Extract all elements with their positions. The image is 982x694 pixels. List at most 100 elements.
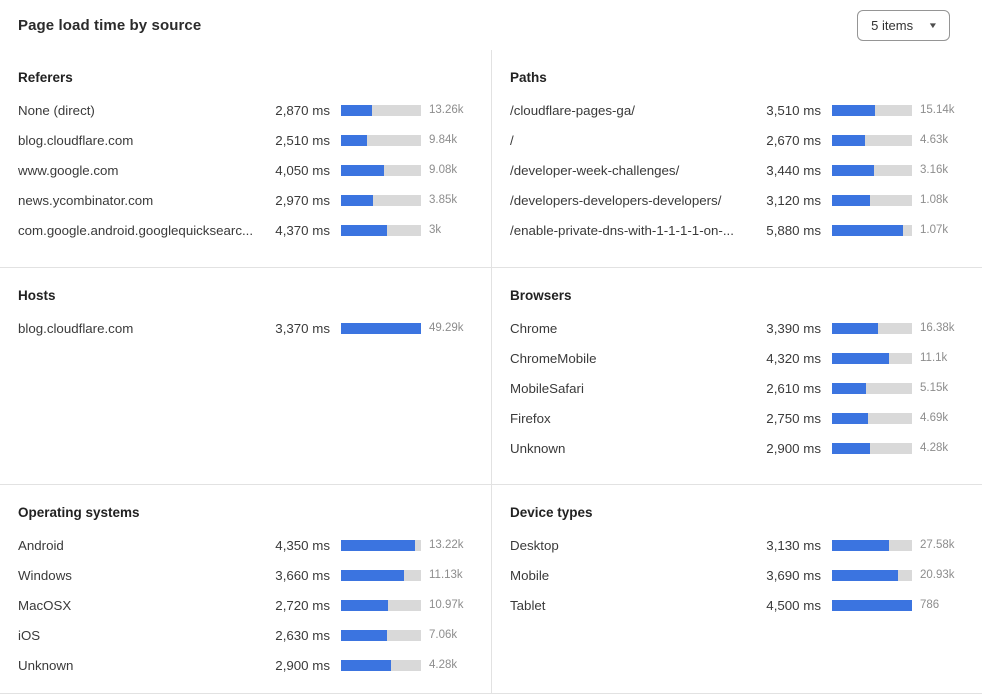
row-label: /enable-private-dns-with-1-1-1-1-on-... (510, 222, 734, 238)
chevron-down-icon: ▼ (927, 20, 939, 30)
row-request-count: 49.29k (429, 322, 464, 334)
metric-row[interactable]: /cloudflare-pages-ga/3,510 ms 15.14k (510, 95, 964, 125)
items-count-selector[interactable]: 5 items ▼ (857, 9, 950, 41)
metric-row[interactable]: Tablet 4,500 ms 786 (510, 590, 964, 620)
row-bar-fill (832, 442, 871, 454)
row-label: Mobile (510, 567, 550, 583)
row-request-count: 10.97k (429, 599, 464, 611)
row-bar-fill (832, 599, 912, 611)
row-load-time: 3,370 ms (275, 320, 330, 336)
row-bar-fill (832, 569, 899, 581)
row-load-time: 3,660 ms (275, 567, 330, 583)
row-load-time: 4,350 ms (275, 537, 330, 553)
row-load-time: 2,610 ms (766, 380, 821, 396)
metric-row[interactable]: /developers-developers-developers/3,120 … (510, 185, 964, 215)
row-load-time: 5,880 ms (766, 222, 821, 238)
row-bar-fill (341, 539, 416, 551)
row-label: com.google.android.googlequicksearc... (18, 222, 254, 238)
metric-row[interactable]: Unknown 2,900 ms 4.28k (18, 650, 473, 680)
row-bar-fill (832, 412, 868, 424)
metric-row[interactable]: iOS 2,630 ms 7.06k (18, 620, 473, 650)
row-bar (832, 382, 912, 394)
row-label: Android (18, 537, 64, 553)
metric-row[interactable]: None (direct) 2,870 ms 13.26k (18, 95, 473, 125)
row-request-count: 13.26k (429, 104, 464, 116)
metric-row[interactable]: /enable-private-dns-with-1-1-1-1-on-... 5… (510, 215, 964, 245)
metric-row[interactable]: Firefox 2,750 ms 4.69k (510, 403, 964, 433)
row-load-time: 4,370 ms (275, 222, 330, 238)
row-bar (832, 164, 912, 176)
panel-paths: Paths/cloudflare-pages-ga/3,510 ms 15.14k… (491, 50, 982, 267)
row-load-time: 2,720 ms (275, 597, 330, 613)
row-request-count: 9.84k (429, 134, 458, 146)
metric-row[interactable]: Chrome 3,390 ms 16.38k (510, 313, 964, 343)
row-bar-fill (341, 322, 421, 334)
row-request-count: 4.69k (920, 412, 949, 424)
row-bar-fill (832, 164, 875, 176)
row-label: MobileSafari (510, 380, 584, 396)
row-load-time: 2,970 ms (275, 192, 330, 208)
row-label: /developers-developers-developers/ (510, 192, 722, 208)
row-label: /developer-week-challenges/ (510, 162, 680, 178)
row-request-count: 20.93k (920, 569, 955, 581)
panel-browsers: Browsers Chrome 3,390 ms 16.38k ChromeMobile… (491, 267, 982, 484)
row-bar (832, 539, 912, 551)
panel-title-browsers: Browsers (510, 288, 572, 303)
row-request-count: 3.85k (429, 194, 458, 206)
metric-row[interactable]: ChromeMobile 4,320 ms 11.1k (510, 343, 964, 373)
panel-title-operating-systems: Operating systems (18, 505, 140, 520)
row-bar (832, 412, 912, 424)
panel-operating-systems: Operating systems Android 4,350 ms 13.22k Wi… (0, 484, 491, 693)
metric-row[interactable]: / 2,670 ms 4.63k (510, 125, 964, 155)
row-load-time: 3,390 ms (766, 320, 821, 336)
metric-row[interactable]: Windows 3,660 ms 11.13k (18, 560, 473, 590)
row-label: Chrome (510, 320, 558, 336)
row-label: Tablet (510, 597, 546, 613)
row-bar-fill (341, 569, 405, 581)
metric-row[interactable]: Android 4,350 ms 13.22k (18, 530, 473, 560)
row-label: blog.cloudflare.com (18, 320, 134, 336)
row-bar (832, 224, 912, 236)
row-request-count: 1.07k (920, 224, 949, 236)
row-request-count: 4.28k (920, 442, 949, 454)
row-request-count: 27.58k (920, 539, 955, 551)
row-request-count: 11.1k (920, 352, 948, 364)
metric-row[interactable]: MobileSafari 2,610 ms 5.15k (510, 373, 964, 403)
panel-hosts: Hosts blog.cloudflare.com 3,370 ms 49.29k (0, 267, 491, 484)
row-load-time: 2,900 ms (766, 440, 821, 456)
row-bar (832, 569, 912, 581)
metric-row[interactable]: blog.cloudflare.com 3,370 ms 49.29k (18, 313, 473, 343)
row-load-time: 2,670 ms (766, 132, 821, 148)
metric-row[interactable]: Mobile 3,690 ms 20.93k (510, 560, 964, 590)
panel-title-paths: Paths (510, 70, 547, 85)
row-label: iOS (18, 627, 41, 643)
panel-device-types: Device types Desktop 3,130 ms 27.58k Mobile 3… (491, 484, 982, 693)
page-title: Page load time by source (18, 16, 202, 34)
metric-row[interactable]: Desktop 3,130 ms 27.58k (510, 530, 964, 560)
row-load-time: 2,630 ms (275, 627, 330, 643)
row-bar-fill (341, 194, 373, 206)
row-bar (832, 322, 912, 334)
metric-row[interactable]: com.google.android.googlequicksearc... 4,… (18, 215, 473, 245)
row-label: Unknown (18, 657, 74, 673)
row-label: /cloudflare-pages-ga/ (510, 102, 635, 118)
row-bar-fill (341, 134, 368, 146)
row-label: blog.cloudflare.com (18, 132, 134, 148)
metric-row[interactable]: Unknown 2,900 ms 4.28k (510, 433, 964, 463)
row-label: news.ycombinator.com (18, 192, 154, 208)
row-load-time: 3,510 ms (766, 102, 821, 118)
row-request-count: 4.63k (920, 134, 949, 146)
row-load-time: 3,690 ms (766, 567, 821, 583)
metric-row[interactable]: news.ycombinator.com 2,970 ms 3.85k (18, 185, 473, 215)
row-bar-fill (832, 104, 876, 116)
row-request-count: 3.16k (920, 164, 949, 176)
metric-row[interactable]: MacOSX 2,720 ms 10.97k (18, 590, 473, 620)
metric-row[interactable]: www.google.com 4,050 ms 9.08k (18, 155, 473, 185)
metric-row[interactable]: /developer-week-challenges/3,440 ms 3.16k (510, 155, 964, 185)
row-request-count: 7.06k (429, 629, 458, 641)
row-bar (832, 442, 912, 454)
panel-title-referers: Referers (18, 70, 73, 85)
row-load-time: 4,320 ms (766, 350, 821, 366)
row-label: www.google.com (18, 162, 119, 178)
metric-row[interactable]: blog.cloudflare.com 2,510 ms 9.84k (18, 125, 473, 155)
